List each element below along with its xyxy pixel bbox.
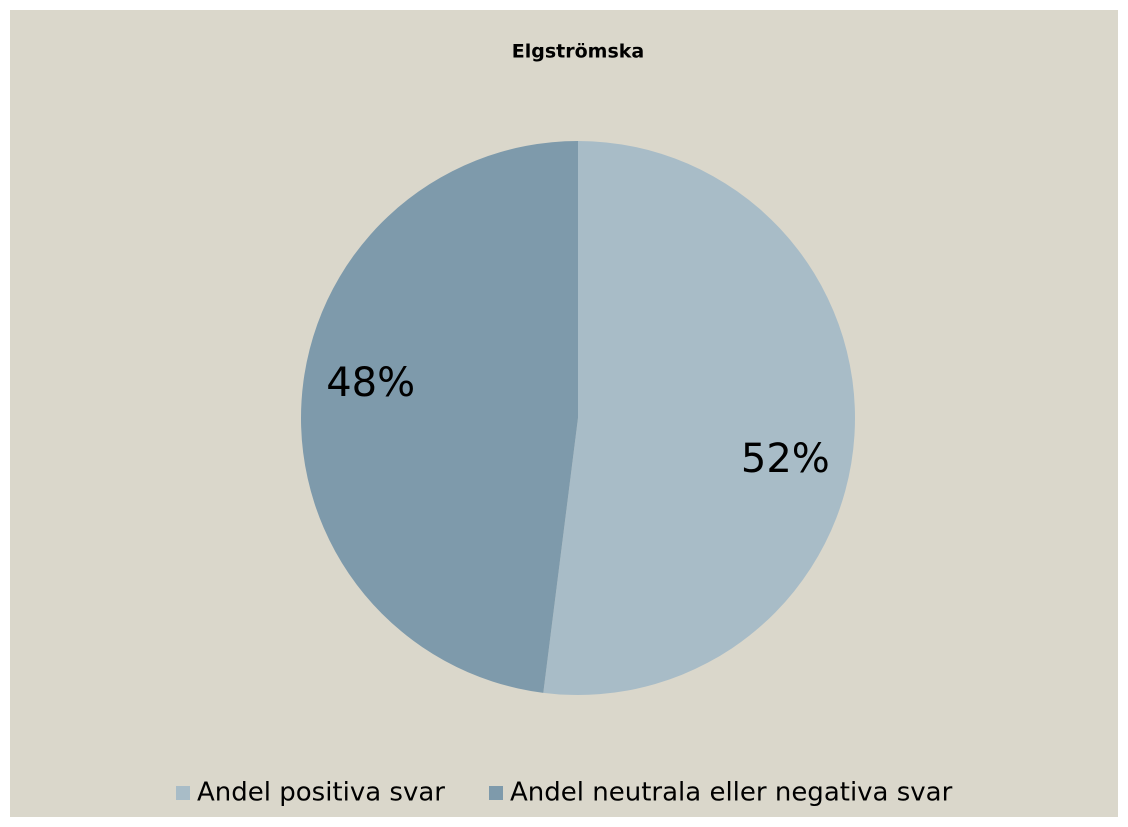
pie-slice — [543, 141, 855, 695]
legend-label: Andel positiva svar — [197, 778, 445, 808]
data-label: 52% — [741, 436, 830, 482]
data-label: 48% — [326, 360, 415, 406]
chart-title: Elgströmska — [512, 41, 644, 63]
legend-swatch — [489, 786, 503, 800]
pie-slice — [300, 141, 578, 693]
legend-label: Andel neutrala eller negativa svar — [510, 778, 953, 808]
legend-swatch — [176, 786, 190, 800]
